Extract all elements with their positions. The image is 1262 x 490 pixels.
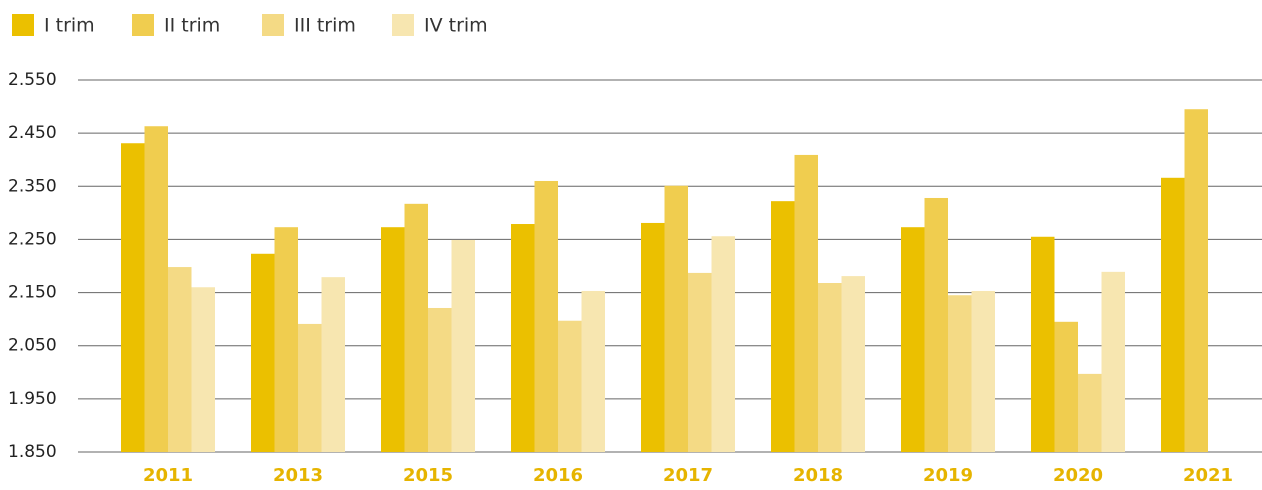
- bar: [1184, 109, 1208, 452]
- x-tick-label: 2021: [1183, 465, 1233, 486]
- bar: [451, 239, 475, 452]
- bar: [1161, 177, 1185, 453]
- y-tick-label: 2.250: [8, 229, 57, 249]
- legend-label: IV trim: [424, 15, 488, 37]
- bar: [191, 287, 215, 452]
- bar: [948, 295, 972, 452]
- bar: [1078, 373, 1102, 452]
- bar: [168, 267, 192, 452]
- bar: [641, 222, 665, 452]
- y-tick-label: 2.150: [8, 283, 57, 303]
- bar: [688, 272, 712, 452]
- y-tick-label: 2.350: [8, 176, 57, 196]
- bar: [274, 227, 298, 452]
- bar: [121, 143, 145, 453]
- legend-swatch: [12, 14, 34, 36]
- y-tick-label: 2.450: [8, 123, 57, 143]
- bar: [1031, 236, 1055, 452]
- x-tick-label: 2020: [1053, 465, 1103, 486]
- bar: [251, 253, 275, 452]
- legend-swatch: [132, 14, 154, 36]
- bar: [404, 203, 428, 452]
- bar: [558, 320, 582, 452]
- bar: [901, 227, 925, 452]
- x-tick-label: 2018: [793, 465, 843, 486]
- bar: [771, 201, 795, 452]
- y-tick-label: 2.550: [8, 70, 57, 90]
- x-tick-label: 2017: [663, 465, 713, 486]
- bar: [971, 290, 995, 452]
- bar: [664, 185, 688, 453]
- bar: [1054, 321, 1078, 452]
- x-tick-label: 2011: [143, 465, 193, 486]
- bar: [428, 307, 452, 452]
- legend-swatch: [392, 14, 414, 36]
- bar: [1101, 271, 1125, 452]
- legend-label: II trim: [164, 15, 220, 37]
- x-tick-label: 2019: [923, 465, 973, 486]
- bar: [841, 276, 865, 452]
- x-tick-label: 2016: [533, 465, 583, 486]
- y-tick-label: 1.850: [8, 442, 57, 462]
- bar: [321, 277, 345, 452]
- y-tick-label: 1.950: [8, 389, 57, 409]
- bar: [924, 197, 948, 452]
- bar: [381, 227, 405, 452]
- bar: [711, 236, 735, 452]
- bar: [818, 283, 842, 452]
- x-tick-label: 2013: [273, 465, 323, 486]
- bar: [298, 323, 322, 452]
- bar: [581, 290, 605, 452]
- bar: [534, 180, 558, 452]
- legend-swatch: [262, 14, 284, 36]
- bar: [511, 224, 535, 452]
- legend-label: I trim: [44, 15, 95, 37]
- bar: [144, 126, 168, 452]
- x-tick-label: 2015: [403, 465, 453, 486]
- y-tick-label: 2.050: [8, 336, 57, 356]
- bar: [794, 154, 818, 452]
- legend-label: III trim: [294, 15, 356, 37]
